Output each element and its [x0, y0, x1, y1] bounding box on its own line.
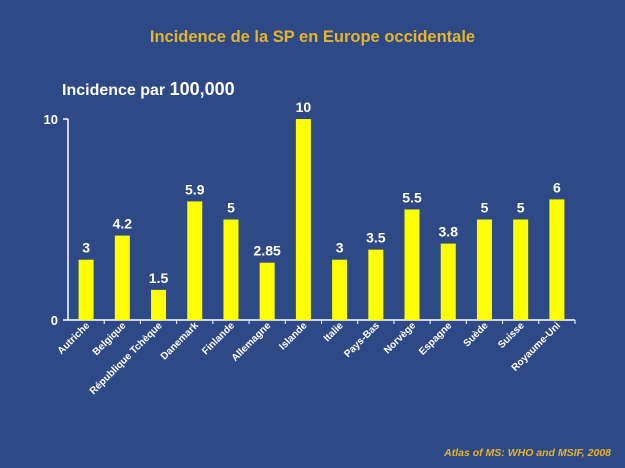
bar-value-label: 10: [296, 99, 312, 115]
bar: [151, 289, 167, 320]
y-axis-label-part1: Incidence par: [62, 82, 166, 99]
bar-value-label: 3: [82, 240, 90, 256]
bar: [332, 259, 348, 320]
bar: [223, 219, 239, 320]
bar: [440, 243, 456, 320]
bar-value-label: 5: [227, 200, 235, 216]
bar: [549, 199, 565, 320]
y-tick-label: 0: [51, 313, 58, 328]
category-label: Finlande: [200, 320, 237, 357]
chart-title: Incidence de la SP en Europe occidentale: [149, 28, 476, 46]
bar: [259, 262, 275, 320]
category-label: Italie: [322, 320, 346, 344]
category-label: Suisse: [496, 320, 527, 351]
bar-value-label: 5: [517, 200, 525, 216]
y-axis-label: Incidence par 100,000: [62, 79, 235, 100]
bar: [368, 249, 384, 320]
category-label: Norvège: [382, 320, 418, 356]
bar-value-label: 2.85: [254, 243, 281, 259]
category-label: République Tchèque: [88, 320, 165, 397]
bar: [114, 235, 130, 320]
bar: [78, 259, 94, 320]
y-axis-label-part2: 100,000: [169, 79, 235, 99]
bar-value-label: 5.9: [185, 181, 205, 197]
category-label: Islande: [277, 320, 309, 352]
bar: [476, 219, 492, 320]
category-label: Autriche: [56, 320, 93, 357]
category-label: Pays-Bas: [342, 320, 382, 360]
bar-value-label: 3.8: [439, 224, 459, 240]
bar-value-label: 4.2: [113, 216, 133, 232]
bar: [513, 219, 529, 320]
bar-value-label: 3: [336, 240, 344, 256]
bar-value-label: 1.5: [149, 270, 169, 286]
bar: [295, 119, 311, 320]
category-label: Suède: [462, 320, 491, 349]
bar-value-label: 5: [481, 200, 489, 216]
bar-value-label: 6: [553, 179, 561, 195]
category-label: Allemagne: [230, 320, 274, 364]
y-tick-label: 10: [44, 112, 58, 127]
source-credit: Atlas of MS: WHO and MSIF, 2008: [444, 447, 611, 459]
category-label: Belgique: [91, 320, 129, 358]
category-label: Espagne: [417, 320, 455, 358]
bar: [187, 201, 203, 320]
bar-value-label: 5.5: [402, 189, 422, 205]
category-label: Danemark: [159, 320, 201, 362]
bar-value-label: 3.5: [366, 230, 386, 246]
bar: [404, 209, 420, 320]
